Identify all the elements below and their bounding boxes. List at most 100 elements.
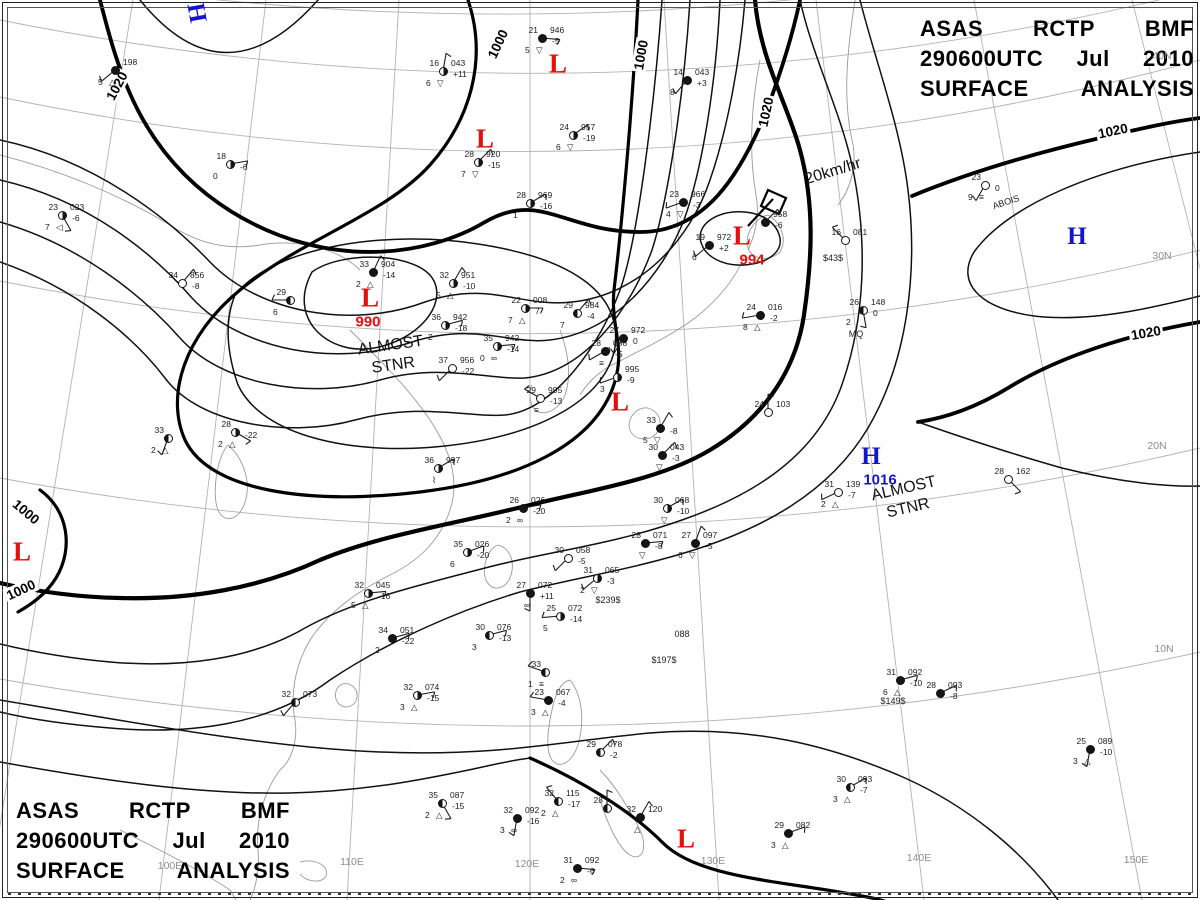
station-pressure: 995 [625, 364, 640, 374]
station-temperature: 32 [503, 805, 513, 815]
station-dewpoint: 7 [45, 222, 50, 232]
station-tendency: -8 [950, 691, 958, 701]
station-weather-symbol: △ [542, 707, 549, 717]
station-weather-symbol: △ [162, 445, 169, 455]
station-weather-symbol: ▽ [639, 550, 646, 560]
longitude-label: 150E [1123, 854, 1149, 866]
station-tendency: -2 [610, 750, 618, 760]
title-word: RCTP [129, 798, 191, 823]
station-weather-symbol: △ [832, 499, 839, 509]
station-temperature: 32 [626, 804, 636, 814]
station-circle-icon [858, 305, 868, 315]
station-pressure: 093 [948, 680, 963, 690]
station-temperature: 36 [431, 312, 441, 322]
station-circle-icon [412, 690, 422, 700]
title-line-1: ASAS RCTP BMF [16, 798, 290, 824]
station-pressure: 958 [773, 209, 788, 219]
station-temperature: 28 [631, 530, 641, 540]
station-dewpoint: 5 [436, 290, 441, 300]
station-pressure: 023 [70, 202, 85, 212]
station-circle-icon [845, 782, 855, 792]
station-temperature: 34 [378, 625, 388, 635]
station-dewpoint: 7 [560, 320, 565, 330]
station-dewpoint: 2 [580, 585, 585, 595]
station-dewpoint: 2 [375, 645, 380, 655]
station-dewpoint: 2 [356, 279, 361, 289]
longitude-label: 110E [340, 856, 364, 868]
station-circle-icon [895, 675, 905, 685]
title-word: RCTP [1033, 16, 1095, 41]
station-circle-icon [592, 573, 602, 583]
station-circle-icon [755, 310, 765, 320]
station-tendency: -17 [568, 799, 581, 809]
station-weather-symbol: △ [447, 290, 454, 300]
station-pressure: 956 [460, 355, 475, 365]
station-weather-symbol: ≡ [979, 192, 984, 202]
station-temperature: 16 [831, 227, 841, 237]
station-tendency: -15 [427, 693, 440, 703]
station-tendency: +3 [697, 78, 707, 88]
station-weather-symbol: ▽ [656, 462, 663, 472]
station-pressure: 051 [400, 625, 415, 635]
station-pressure: 092 [585, 855, 600, 865]
station-pressure: 008 [533, 295, 548, 305]
station-weather-symbol: ▽ [591, 585, 598, 595]
station-weather-symbol: ▽ [689, 550, 696, 560]
latitude-label: 30N [1152, 250, 1172, 262]
station-tendency: -10 [677, 506, 690, 516]
station-pressure: 856 [190, 270, 205, 280]
station-tendency: -14 [507, 344, 520, 354]
station-temperature: 33 [646, 415, 656, 425]
ship-label: $239$ [595, 595, 621, 605]
station-tendency: -10 [463, 281, 476, 291]
station-temperature: 25 [546, 603, 556, 613]
station-weather-symbol: △ [634, 824, 641, 834]
station-temperature: 35 [453, 539, 463, 549]
station-circle-icon [682, 75, 692, 85]
station-pressure: 103 [776, 399, 791, 409]
station-temperature: 30 [836, 774, 846, 784]
pressure-center-l: L [360, 282, 380, 313]
station-dewpoint: 8 [743, 322, 748, 332]
station-dewpoint: 6 [692, 252, 697, 262]
title-word: BMF [240, 798, 290, 823]
station-tendency: -22 [245, 430, 258, 440]
station-pressure: 139 [846, 479, 861, 489]
station-tendency: +11 [540, 591, 554, 601]
station-temperature: 37 [438, 355, 448, 365]
station-tendency: -3 [607, 576, 615, 586]
station-dewpoint: 2 [821, 499, 826, 509]
station-temperature: 23 [971, 172, 981, 182]
station-temperature: 27 [516, 580, 526, 590]
station-pressure: 089 [1098, 736, 1113, 746]
station-circle-icon [1003, 474, 1013, 484]
ship-label: 088 [674, 629, 690, 639]
station-pressure: 072 [568, 603, 583, 613]
station-temperature: 16 [429, 58, 439, 68]
station-tendency: -15 [488, 160, 501, 170]
station-temperature: 18 [216, 151, 226, 161]
station-tendency: -6 [587, 866, 595, 876]
station-temperature: 30 [653, 495, 663, 505]
station-tendency: -22 [402, 636, 415, 646]
pressure-center-h: H [861, 443, 881, 470]
latitude-label: 20N [1147, 440, 1167, 452]
station-tendency: -4 [558, 698, 566, 708]
station-weather-symbol: △ [229, 439, 236, 449]
station-circle-icon [655, 423, 665, 433]
station-dewpoint: 6 [556, 142, 561, 152]
station-temperature: 29 [526, 385, 536, 395]
station-circle-icon [484, 630, 494, 640]
station-tendency: -13 [550, 396, 563, 406]
station-circle-icon [290, 697, 300, 707]
station-circle-icon [572, 308, 582, 318]
title-word: ANALYSIS [176, 858, 290, 883]
station-circle-icon [492, 341, 502, 351]
station-dewpoint: 3 [400, 702, 405, 712]
station-dewpoint: 1 [513, 210, 518, 220]
station-circle-icon [640, 538, 650, 548]
station-circle-icon [935, 688, 945, 698]
station-dewpoint: 5 [351, 600, 356, 610]
station-weather-symbol: ≡ [534, 405, 539, 415]
station-tendency: -15 [452, 801, 465, 811]
